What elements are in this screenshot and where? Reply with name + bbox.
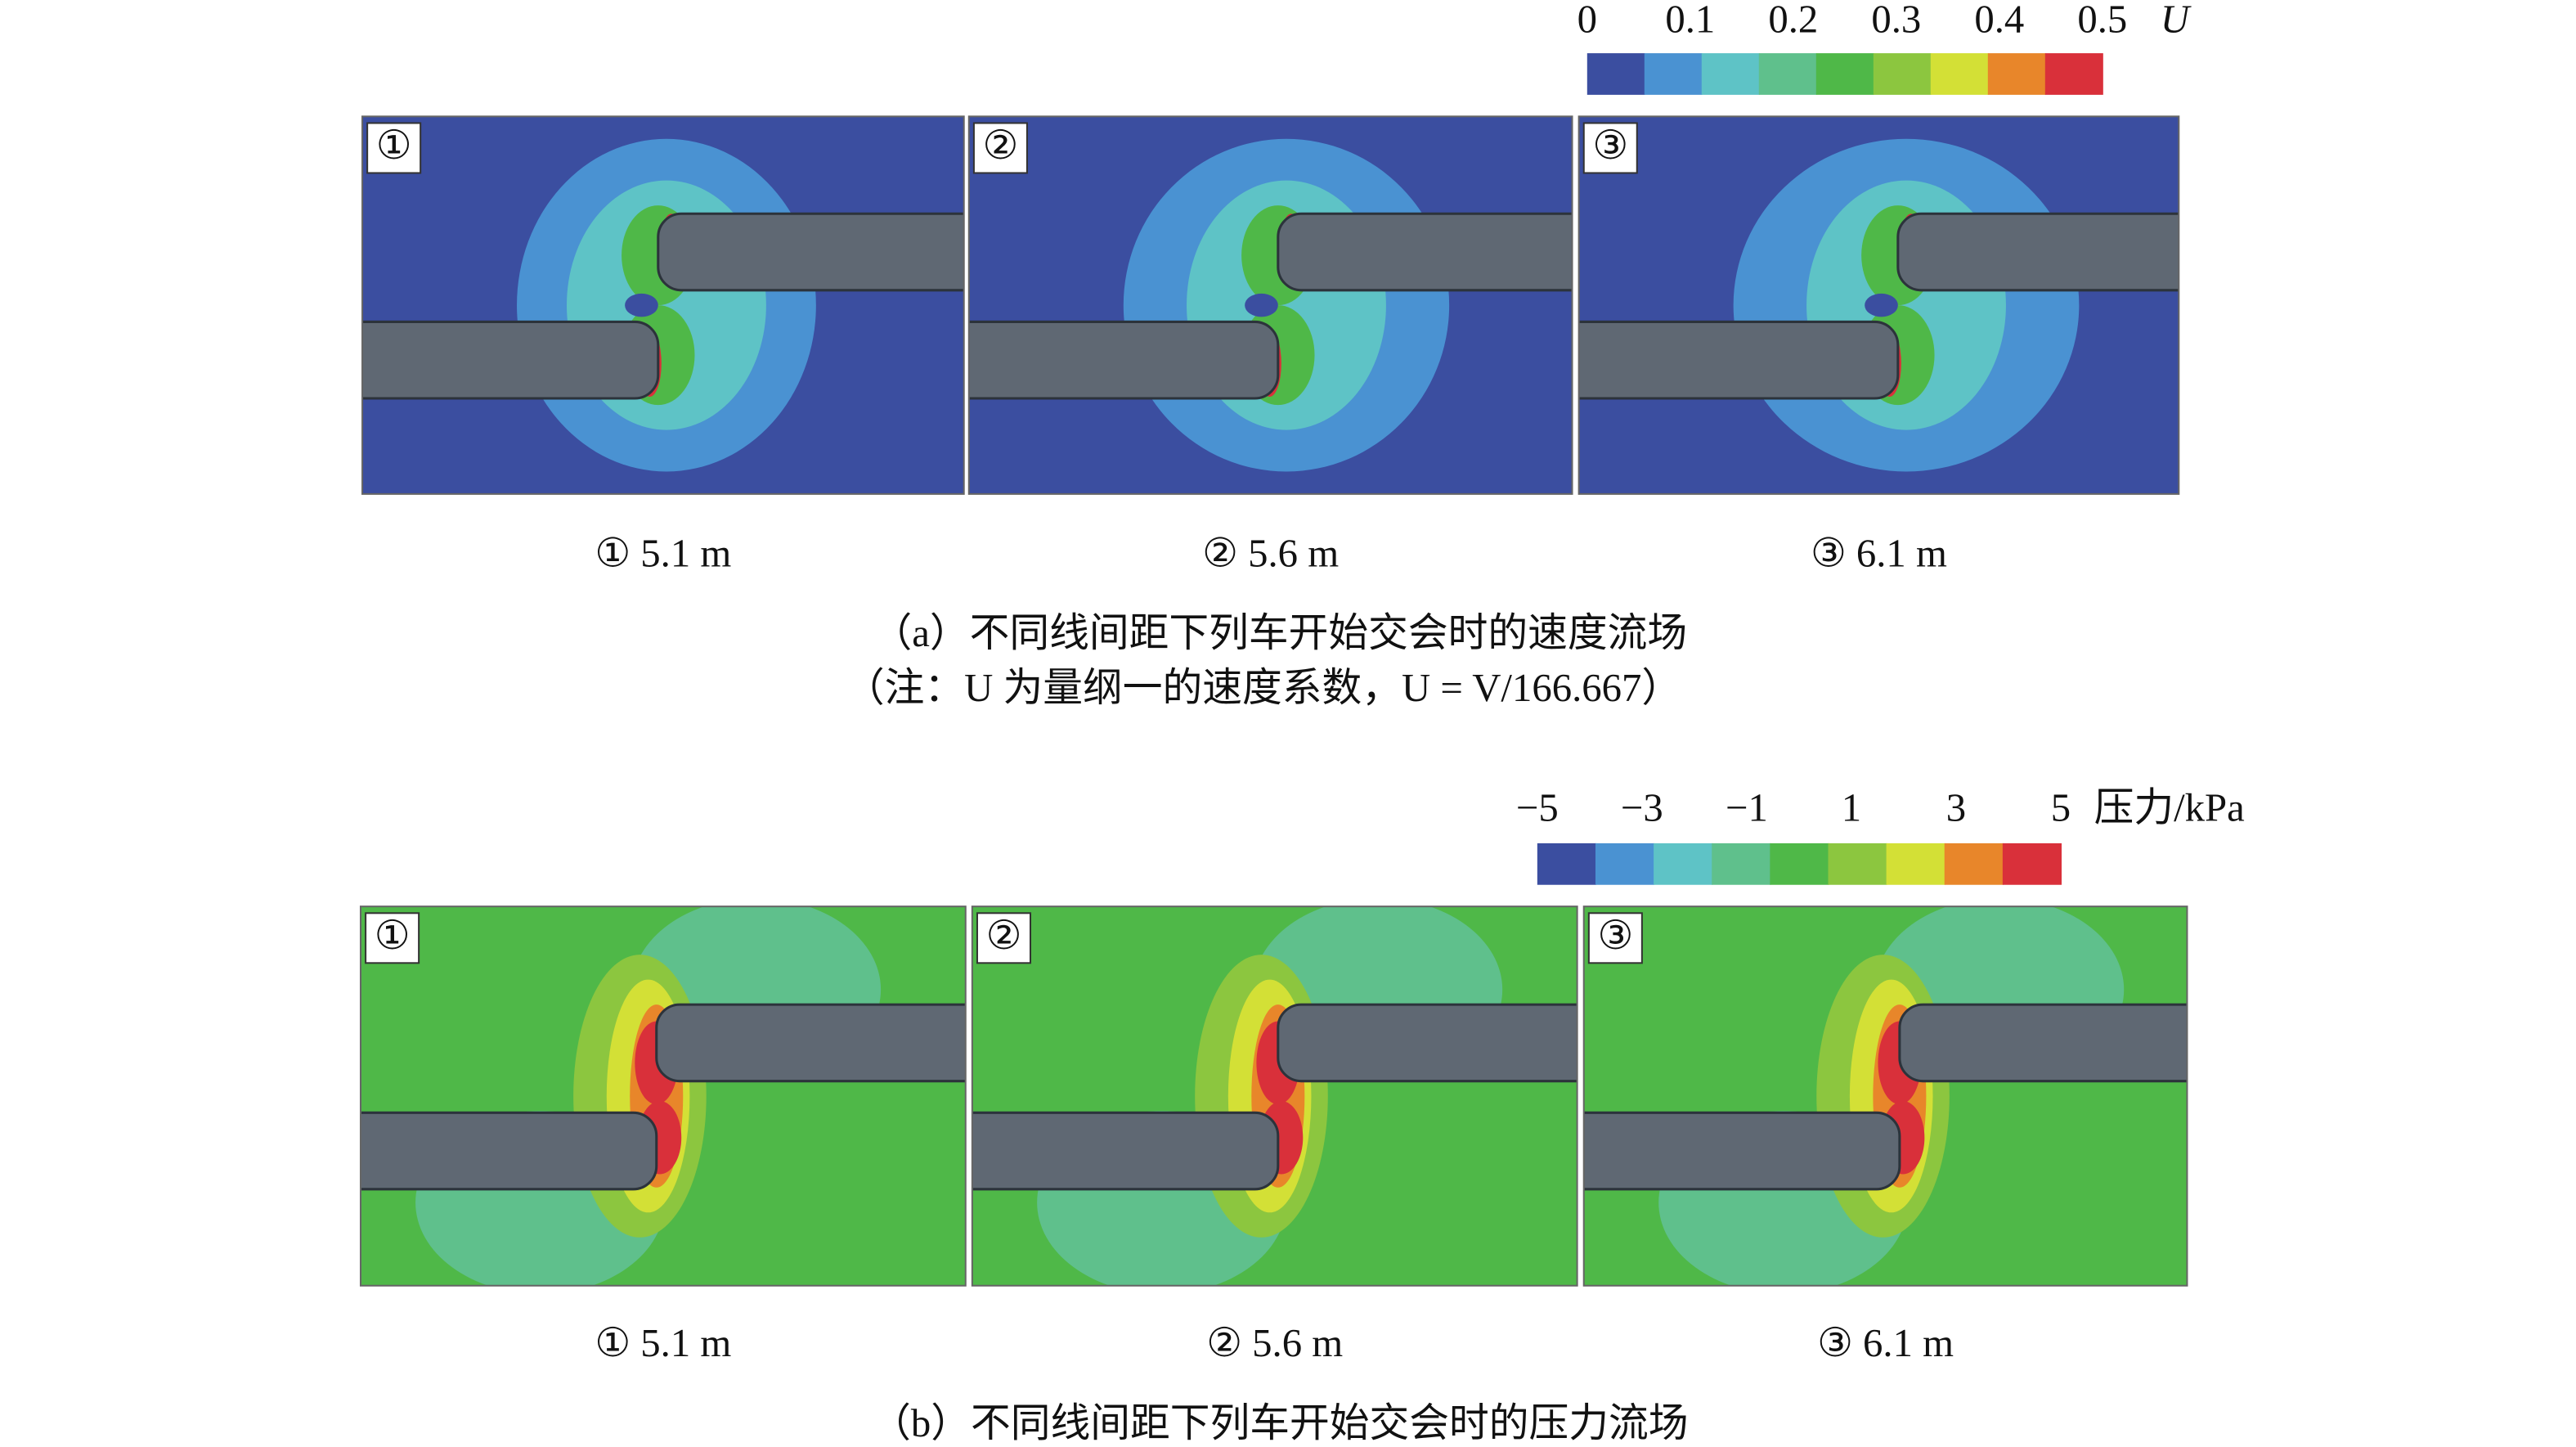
plot-frame bbox=[967, 115, 1573, 495]
plot-label: ① 5.1 m bbox=[595, 1321, 731, 1365]
colorbar-unit: 压力/kPa bbox=[2094, 785, 2245, 829]
train-lower bbox=[972, 1111, 1280, 1191]
plot-frame bbox=[971, 905, 1578, 1287]
caption: （a）不同线间距下列车开始交会时的速度流场 bbox=[872, 611, 1687, 655]
colorbar-cell bbox=[1537, 843, 1596, 885]
colorbar-tick-label: −5 bbox=[1516, 785, 1559, 829]
plot-label: ③ 6.1 m bbox=[1817, 1321, 1954, 1365]
train-upper bbox=[1277, 212, 1573, 292]
colorbar-tick-label: −3 bbox=[1621, 785, 1663, 829]
contour-plot bbox=[361, 906, 966, 1286]
colorbar-cell bbox=[1586, 53, 1645, 95]
plot-label: ③ 6.1 m bbox=[1811, 531, 1947, 575]
colorbar-cell bbox=[1886, 843, 1945, 885]
colorbar-cell bbox=[1654, 843, 1713, 885]
colorbar-tick-label: 3 bbox=[1946, 785, 1966, 829]
contour bbox=[1865, 293, 1898, 317]
colorbar-cell bbox=[1815, 53, 1874, 95]
colorbar-cell bbox=[2002, 843, 2062, 885]
contour-plot bbox=[1583, 906, 2188, 1286]
plot-tag: ① bbox=[376, 124, 412, 168]
train-lower bbox=[1578, 320, 1900, 400]
colorbar-tick-label: 5 bbox=[2051, 785, 2071, 829]
train-upper bbox=[1277, 1003, 1577, 1083]
colorbar-cell bbox=[1944, 843, 2004, 885]
colorbar-unit: U bbox=[2161, 0, 2192, 42]
train-lower bbox=[362, 320, 660, 400]
colorbar-cell bbox=[1828, 843, 1887, 885]
contour bbox=[1245, 293, 1278, 317]
colorbar-cell bbox=[1930, 53, 1989, 95]
plot-tag: ① bbox=[375, 914, 411, 958]
colorbar-tick-label: 0.2 bbox=[1768, 0, 1818, 42]
plot-tag: ③ bbox=[1592, 124, 1628, 168]
plot-tag: ③ bbox=[1598, 914, 1634, 958]
colorbar-tick-label: −1 bbox=[1726, 785, 1768, 829]
plot-tag: ② bbox=[983, 124, 1019, 168]
plot-label: ② 5.6 m bbox=[1202, 531, 1339, 575]
caption: （b）不同线间距下列车开始交会时的压力流场 bbox=[871, 1401, 1688, 1445]
contour-plot bbox=[968, 116, 1573, 494]
colorbar-tick-label: 0.3 bbox=[1871, 0, 1921, 42]
colorbar-cell bbox=[1712, 843, 1771, 885]
colorbar-tick-label: 0 bbox=[1577, 0, 1597, 42]
tag-box bbox=[1582, 122, 1638, 174]
plot-frame bbox=[1582, 905, 2188, 1287]
caption-note: （注：U 为量纲一的速度系数，U = V/166.667） bbox=[845, 666, 1681, 710]
plot-label: ② 5.6 m bbox=[1206, 1321, 1343, 1365]
train-lower bbox=[1583, 1111, 1901, 1191]
tag-box bbox=[365, 912, 420, 964]
plot-frame bbox=[359, 905, 967, 1287]
plot-label: ① 5.1 m bbox=[595, 531, 731, 575]
tag-box bbox=[972, 122, 1028, 174]
train-lower bbox=[968, 320, 1280, 400]
colorbar-cell bbox=[1758, 53, 1817, 95]
colorbar-tick-label: 0.1 bbox=[1665, 0, 1715, 42]
tag-box bbox=[976, 912, 1032, 964]
colorbar-cell bbox=[1644, 53, 1703, 95]
colorbar-tick-label: 1 bbox=[1842, 785, 1861, 829]
colorbar-tick-label: 0.5 bbox=[2077, 0, 2127, 42]
train-upper bbox=[655, 1003, 966, 1083]
colorbar-cell bbox=[1770, 843, 1829, 885]
contour bbox=[625, 293, 658, 317]
colorbar-cell bbox=[1595, 843, 1655, 885]
train-lower bbox=[361, 1111, 658, 1191]
plot-frame bbox=[361, 115, 965, 495]
colorbar-tick-label: 0.4 bbox=[1974, 0, 2024, 42]
colorbar-cell bbox=[1701, 53, 1760, 95]
colorbar-cell bbox=[2044, 53, 2103, 95]
contour-plot bbox=[362, 116, 964, 494]
tag-box bbox=[1587, 912, 1643, 964]
train-upper bbox=[657, 212, 964, 292]
train-upper bbox=[1896, 212, 2179, 292]
contour-plot bbox=[972, 906, 1577, 1286]
colorbar-cell bbox=[1873, 53, 1932, 95]
tag-box bbox=[366, 122, 422, 174]
train-upper bbox=[1898, 1003, 2188, 1083]
plot-tag: ② bbox=[986, 914, 1022, 958]
colorbar-cell bbox=[1987, 53, 2046, 95]
plot-frame bbox=[1577, 115, 2180, 495]
contour-plot bbox=[1578, 116, 2179, 494]
